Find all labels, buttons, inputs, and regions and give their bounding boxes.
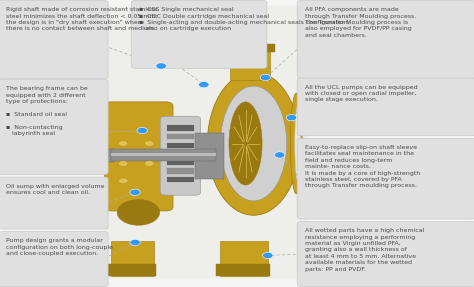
FancyBboxPatch shape	[167, 160, 194, 165]
FancyBboxPatch shape	[220, 241, 268, 276]
FancyBboxPatch shape	[297, 78, 474, 136]
Circle shape	[156, 63, 166, 69]
FancyBboxPatch shape	[297, 222, 474, 286]
Text: The bearing frame can be
equipped with 2 different
type of protections:

▪  Stan: The bearing frame can be equipped with 2…	[6, 86, 88, 136]
Text: Pump design grants a modular
configuration on both long-couple
and close-coupled: Pump design grants a modular configurati…	[6, 238, 113, 256]
Ellipse shape	[295, 106, 301, 181]
FancyBboxPatch shape	[225, 44, 275, 52]
FancyBboxPatch shape	[160, 116, 201, 195]
Circle shape	[118, 161, 128, 166]
FancyBboxPatch shape	[111, 153, 216, 156]
Circle shape	[274, 152, 285, 158]
FancyBboxPatch shape	[102, 149, 114, 162]
Circle shape	[145, 141, 154, 146]
Ellipse shape	[229, 102, 262, 185]
Circle shape	[118, 141, 128, 146]
Ellipse shape	[290, 93, 302, 194]
Text: Rigid shaft made of corrosion resistant stainless
steel minimizes the shaft defl: Rigid shaft made of corrosion resistant …	[6, 7, 158, 31]
FancyBboxPatch shape	[297, 1, 474, 78]
Circle shape	[263, 252, 273, 259]
Ellipse shape	[117, 199, 160, 225]
Text: ▪  CSS Single mechanical seal
▪  CDC Double cartridge mechanical seal
▪  Single-: ▪ CSS Single mechanical seal ▪ CDC Doubl…	[139, 7, 350, 31]
FancyBboxPatch shape	[104, 102, 173, 211]
FancyBboxPatch shape	[0, 1, 108, 78]
FancyBboxPatch shape	[297, 138, 474, 219]
Circle shape	[199, 82, 209, 88]
FancyBboxPatch shape	[167, 177, 194, 182]
FancyBboxPatch shape	[107, 264, 156, 276]
Text: Oil sump with enlarged volume
ensures cool and clean oil.: Oil sump with enlarged volume ensures co…	[6, 184, 105, 195]
FancyBboxPatch shape	[167, 143, 194, 148]
FancyBboxPatch shape	[195, 133, 224, 179]
Text: All PFA components are made
through Transfer Moulding process.
The Transfer Moul: All PFA components are made through Tran…	[305, 7, 416, 38]
FancyBboxPatch shape	[167, 168, 194, 174]
Circle shape	[130, 189, 140, 195]
FancyBboxPatch shape	[167, 134, 194, 139]
Circle shape	[286, 115, 297, 121]
FancyBboxPatch shape	[111, 241, 154, 276]
Ellipse shape	[220, 86, 287, 201]
Circle shape	[130, 239, 140, 246]
Ellipse shape	[207, 72, 300, 215]
FancyBboxPatch shape	[104, 6, 308, 278]
Text: All wetted parts have a high chemical
resistance employing a performing
material: All wetted parts have a high chemical re…	[305, 228, 424, 272]
FancyBboxPatch shape	[0, 177, 108, 229]
FancyBboxPatch shape	[111, 149, 216, 161]
FancyBboxPatch shape	[230, 46, 270, 80]
Circle shape	[260, 74, 271, 81]
Text: Easy-to-replace slip-on shaft sleeve
facilitates seal maintenance in the
field a: Easy-to-replace slip-on shaft sleeve fac…	[305, 145, 420, 188]
FancyBboxPatch shape	[131, 1, 267, 68]
Circle shape	[137, 127, 147, 134]
FancyBboxPatch shape	[0, 232, 108, 286]
FancyBboxPatch shape	[216, 264, 270, 276]
Circle shape	[145, 161, 154, 166]
Text: All the UCL pumps can be equipped
with closed or open radial impeller,
single st: All the UCL pumps can be equipped with c…	[305, 85, 418, 102]
FancyBboxPatch shape	[167, 151, 194, 156]
Circle shape	[118, 178, 128, 184]
FancyBboxPatch shape	[0, 79, 108, 174]
FancyBboxPatch shape	[167, 125, 194, 131]
